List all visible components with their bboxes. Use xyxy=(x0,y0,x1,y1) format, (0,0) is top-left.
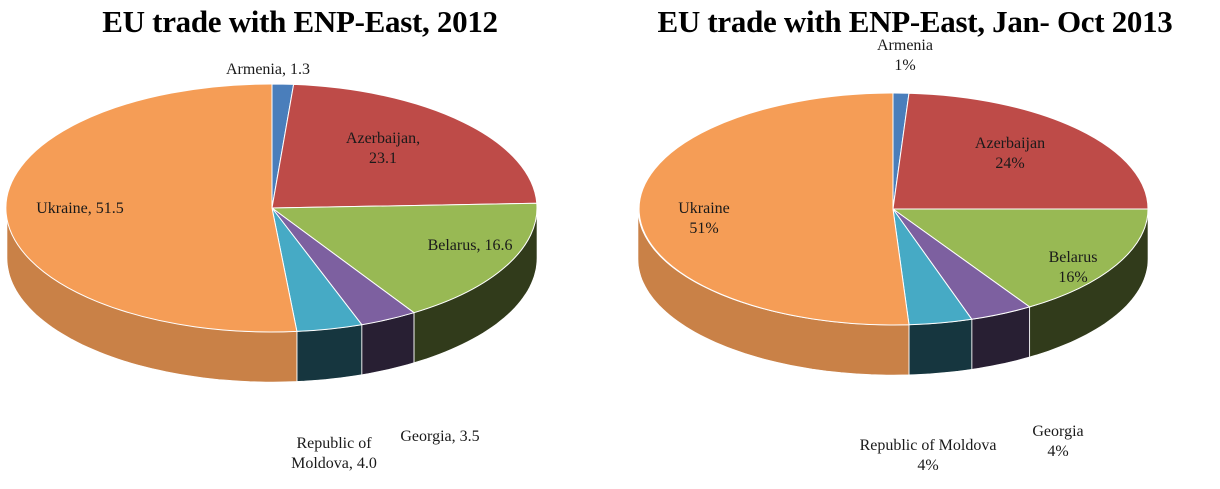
slice-label-azerbaijan: Azerbaijan 24% xyxy=(975,135,1045,172)
slice-label-georgia: Georgia 4% xyxy=(1032,423,1083,460)
pie-labels-2013: Armenia 1% Azerbaijan 24% Belarus 16% Georgia 4… xyxy=(678,37,1097,474)
pie-labels-2012: Armenia, 1.3 Azerbaijan, 23.1 Belarus, 16.6… xyxy=(36,61,512,472)
pie-slice-azerbaijan xyxy=(271,83,538,209)
slice-label-armenia: Armenia 1% xyxy=(877,37,933,74)
slice-label-armenia: Armenia, 1.3 xyxy=(226,61,310,78)
pie-side-republic-of-moldova xyxy=(908,318,973,376)
pie-chart-2013: Armenia 1% Azerbaijan 24% Belarus 16% Georgia 4… xyxy=(637,37,1149,474)
pie-top-2012 xyxy=(5,83,538,333)
pie-slice-belarus xyxy=(891,208,1149,308)
pie-top-2013 xyxy=(638,92,1149,326)
slice-label-georgia: Georgia, 3.5 xyxy=(400,428,479,445)
pie-slice-azerbaijan xyxy=(892,92,1149,210)
chart-title-2013: EU trade with ENP-East, Jan- Oct 2013 xyxy=(657,4,1173,39)
chart-panel-2013: EU trade with ENP-East, Jan- Oct 2013 Ar… xyxy=(610,0,1220,489)
chart-title-2012: EU trade with ENP-East, 2012 xyxy=(102,4,498,39)
slice-label-belarus: Belarus 16% xyxy=(1049,249,1098,286)
slice-label-belarus: Belarus, 16.6 xyxy=(428,237,513,254)
slice-label-ukraine: Ukraine 51% xyxy=(678,200,730,237)
pie-chart-2012: Armenia, 1.3 Azerbaijan, 23.1 Belarus, 16.6… xyxy=(5,61,538,472)
slice-label-republic-of-moldova: Republic of Moldova, 4.0 xyxy=(291,435,377,472)
pie-slice-belarus xyxy=(270,202,538,314)
pie-slice-ukraine xyxy=(638,92,910,326)
pie-slice-ukraine xyxy=(5,83,298,333)
slice-label-azerbaijan: Azerbaijan, 23.1 xyxy=(346,130,420,167)
pie-sides-2013 xyxy=(637,208,1149,376)
pie-sides-2012 xyxy=(6,207,538,383)
pie-side-republic-of-moldova xyxy=(296,324,363,382)
slice-label-ukraine: Ukraine, 51.5 xyxy=(36,200,124,217)
chart-panel-2012: EU trade with ENP-East, 2012 Armenia, 1.… xyxy=(0,0,600,489)
slice-label-republic-of-moldova: Republic of Moldova 4% xyxy=(860,437,997,474)
